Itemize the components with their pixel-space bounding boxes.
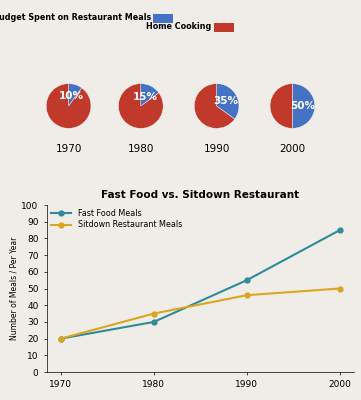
Wedge shape (270, 84, 292, 128)
Sitdown Restaurant Meals (152, 311, 156, 316)
Text: 2000: 2000 (279, 144, 305, 154)
Text: Percentage of Food Budget Spent on Restaurant Meals: Percentage of Food Budget Spent on Resta… (0, 14, 152, 22)
Title: Fast Food vs. Sitdown Restaurant: Fast Food vs. Sitdown Restaurant (101, 190, 299, 200)
Sitdown Restaurant Meals (245, 293, 249, 298)
Text: 1990: 1990 (203, 144, 230, 154)
Wedge shape (194, 84, 235, 128)
Wedge shape (292, 84, 315, 128)
Text: 50%: 50% (290, 101, 315, 111)
Fast Food Meals (338, 228, 342, 232)
Wedge shape (217, 84, 239, 119)
Sitdown Restaurant Meals (338, 286, 342, 291)
Wedge shape (46, 84, 91, 128)
Fast Food Meals (245, 278, 249, 282)
Text: 10%: 10% (59, 92, 84, 102)
Line: Fast Food Meals: Fast Food Meals (58, 228, 342, 341)
Wedge shape (69, 84, 82, 106)
Line: Sitdown Restaurant Meals: Sitdown Restaurant Meals (58, 286, 342, 341)
Text: 15%: 15% (133, 92, 158, 102)
Y-axis label: Number of Meals / Per Year: Number of Meals / Per Year (10, 237, 18, 340)
Text: Home Cooking: Home Cooking (146, 22, 211, 31)
Fast Food Meals (59, 336, 63, 341)
Sitdown Restaurant Meals (59, 336, 63, 341)
Wedge shape (118, 84, 163, 128)
Text: 35%: 35% (213, 96, 238, 106)
Wedge shape (141, 84, 159, 106)
Fast Food Meals (152, 320, 156, 324)
Text: 1980: 1980 (127, 144, 154, 154)
Legend: Fast Food Meals, Sitdown Restaurant Meals: Fast Food Meals, Sitdown Restaurant Meal… (51, 209, 182, 230)
Text: 1970: 1970 (55, 144, 82, 154)
